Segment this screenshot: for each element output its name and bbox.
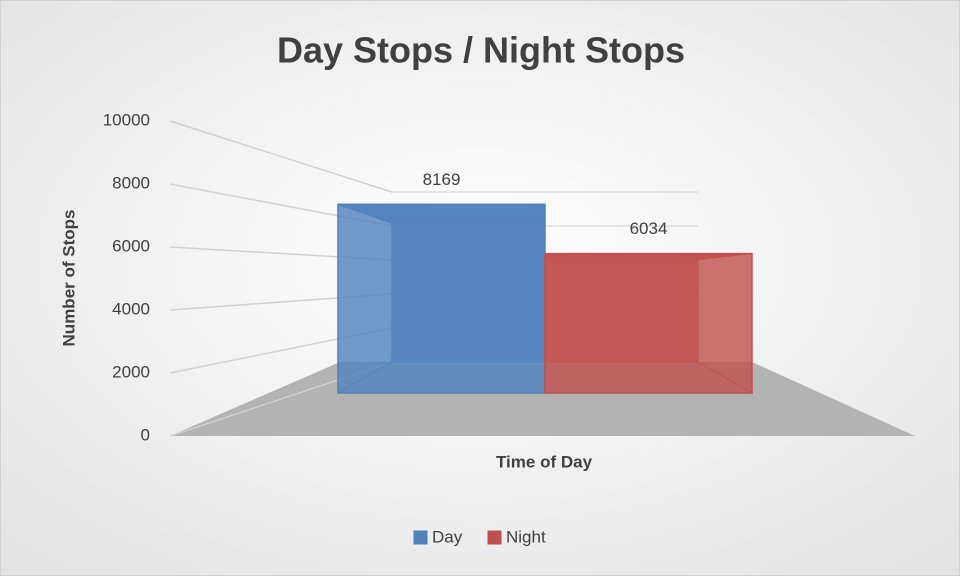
bar-edge <box>697 361 753 394</box>
chart-title: Day Stops / Night Stops <box>277 30 685 71</box>
bar-edge <box>698 253 753 260</box>
y-tick-label: 4000 <box>112 299 150 318</box>
legend-swatch <box>487 530 502 545</box>
bar <box>544 252 753 394</box>
y-tick-label: 2000 <box>112 362 150 381</box>
y-tick-label: 8000 <box>112 173 150 192</box>
legend-label: Night <box>506 527 546 546</box>
y-tick-label: 10000 <box>103 110 150 129</box>
bars: 8169 6034 <box>337 170 753 394</box>
legend: Day Night <box>413 527 546 546</box>
data-label: 8169 <box>423 170 461 189</box>
y-axis-title: Number of Stops <box>59 210 78 347</box>
y-tick-label: 0 <box>141 425 150 444</box>
bar-edge <box>337 361 393 394</box>
bar <box>337 203 546 394</box>
data-label: 6034 <box>630 219 668 238</box>
x-axis-title: Time of Day <box>496 452 593 471</box>
legend-label: Day <box>432 527 463 546</box>
y-tick-label: 6000 <box>112 236 150 255</box>
legend-swatch <box>413 530 428 545</box>
grid-line <box>169 120 393 193</box>
bar-edge <box>337 203 392 224</box>
